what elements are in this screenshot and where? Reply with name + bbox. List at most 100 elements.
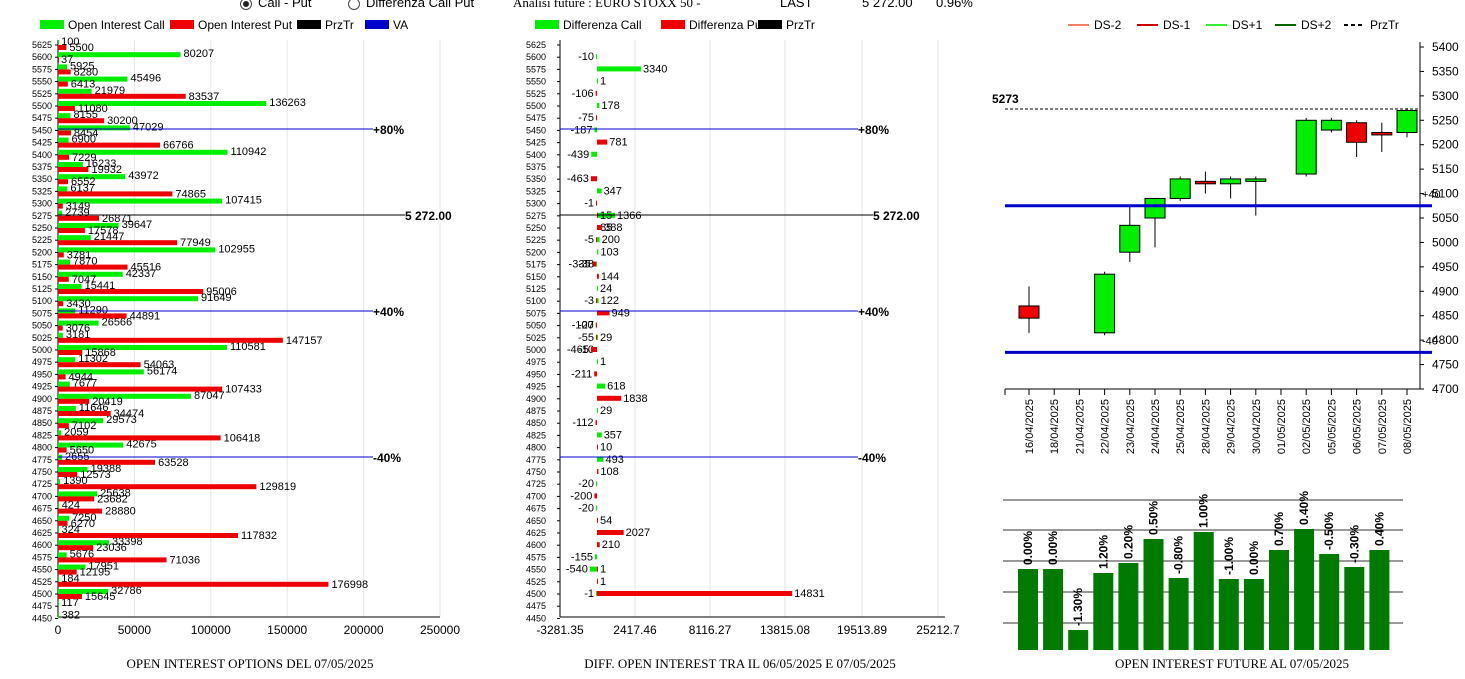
diff-value-label: -211	[571, 368, 592, 380]
call-value-label: 45496	[131, 73, 162, 85]
diff-bar	[594, 554, 597, 560]
strike-tick-label: 5350	[32, 174, 52, 184]
oi-future-label: -1.30%	[1071, 588, 1085, 626]
call-bar	[58, 528, 59, 533]
strike-tick-label: 4875	[32, 406, 52, 416]
candle-body	[1396, 110, 1418, 133]
put-bar	[58, 581, 329, 587]
diff-value-label: 347	[604, 185, 622, 197]
diff-bar	[597, 66, 641, 72]
call-bar	[58, 137, 69, 143]
put-bar	[58, 435, 221, 441]
strike-tick-label: 4950	[526, 369, 546, 379]
put-value-label: 74865	[175, 188, 206, 200]
strike-tick-label: 4450	[526, 613, 546, 623]
strike-tick-label: 4925	[526, 382, 546, 392]
date-label: 22/04/2025	[1100, 399, 1112, 454]
diff-bar	[597, 334, 598, 340]
diff-bar	[597, 578, 598, 584]
legend-label: DS-1	[1163, 18, 1191, 32]
oi-future-label: 0.40%	[1297, 491, 1311, 525]
diff-bar	[597, 78, 598, 84]
legend-label: Differenza Call	[563, 18, 641, 32]
strike-tick-label: 5125	[32, 284, 52, 294]
diff-value-label: -38	[578, 259, 594, 271]
call-bar	[58, 430, 62, 436]
put-bar	[58, 350, 83, 355]
diff-bar	[596, 334, 597, 340]
diff-value-label: 388	[604, 222, 622, 234]
diff-bar	[597, 432, 602, 438]
strike-tick-label: 5625	[32, 40, 52, 50]
put-value-label: 95006	[206, 286, 237, 298]
put-bar	[58, 362, 141, 368]
diff-bar	[597, 591, 793, 596]
candle-body	[1119, 224, 1141, 253]
legend-label: PrzTr	[325, 18, 354, 32]
put-value-label: 107433	[225, 384, 262, 396]
strike-tick-label: 5400	[32, 150, 52, 160]
diff-bar	[597, 286, 598, 291]
strike-tick-label: 4800	[526, 443, 546, 453]
diff-value-label: 210	[602, 539, 620, 551]
date-label: 28/04/2025	[1200, 399, 1212, 454]
put-bar	[58, 179, 69, 185]
diff-bar	[596, 237, 597, 243]
diff-value-label: -10	[578, 344, 594, 356]
oi-future-label: 1.00%	[1197, 494, 1211, 528]
put-value-label: 15868	[85, 347, 116, 359]
oi-future-bar	[1093, 573, 1114, 650]
call-value-label: 42337	[126, 268, 157, 280]
put-bar	[58, 289, 204, 294]
x-tick-label: 25212.7	[916, 623, 960, 637]
diff-value-label: -20	[578, 478, 594, 490]
diff-bar	[597, 408, 598, 413]
strike-tick-label: 4475	[526, 601, 546, 611]
diff-bar	[597, 444, 598, 450]
put-value-label: 28880	[105, 506, 136, 518]
strike-tick-label: 5450	[526, 125, 546, 135]
va-label: -40%	[858, 451, 886, 465]
radio-diff[interactable]: Differenza Call Put	[348, 0, 474, 10]
strike-tick-label: 4875	[526, 406, 546, 416]
legend-swatch	[365, 20, 389, 29]
x-tick-label: 250000	[420, 623, 460, 637]
call-bar	[58, 186, 68, 192]
call-bar	[58, 332, 63, 338]
diff-value-label: 29	[600, 332, 612, 344]
oi-future-bar	[1344, 567, 1365, 650]
put-value-label: 20419	[92, 396, 123, 408]
call-bar	[58, 271, 123, 277]
diff-bar	[596, 481, 597, 487]
strike-tick-label: 4575	[526, 552, 546, 562]
diff-value-label: -463	[567, 173, 589, 185]
call-bar	[58, 576, 59, 582]
call-bar	[58, 345, 227, 350]
put-value-label: 147157	[286, 335, 323, 347]
call-bar	[58, 601, 59, 607]
put-value-label: 23036	[96, 542, 127, 554]
radio-off-icon	[348, 0, 360, 10]
legend-swatch	[40, 20, 64, 29]
date-label: 29/04/2025	[1226, 399, 1238, 454]
legend-label: PrzTr	[1370, 18, 1399, 32]
x-tick-label: 100000	[191, 623, 231, 637]
oi-future-label: 0.20%	[1121, 525, 1135, 559]
diff-value-label: -187	[571, 124, 593, 136]
diff-bar	[597, 310, 610, 316]
diff-bar	[596, 505, 597, 511]
call-bar	[58, 198, 223, 204]
diff-value-label: -55	[578, 332, 594, 344]
strike-tick-label: 5100	[526, 296, 546, 306]
put-value-label: 45516	[131, 262, 162, 274]
put-value-label: 7102	[72, 420, 96, 432]
date-label: 18/04/2025	[1049, 399, 1061, 454]
legend-swatch	[535, 20, 559, 29]
diff-bar	[597, 530, 624, 535]
call-bar	[58, 88, 92, 94]
strike-tick-label: 5550	[32, 77, 52, 87]
put-bar	[58, 45, 67, 50]
put-value-label: 77949	[180, 237, 211, 249]
radio-call-put[interactable]: Call - Put	[240, 0, 311, 10]
call-value-label: 16233	[86, 158, 117, 170]
